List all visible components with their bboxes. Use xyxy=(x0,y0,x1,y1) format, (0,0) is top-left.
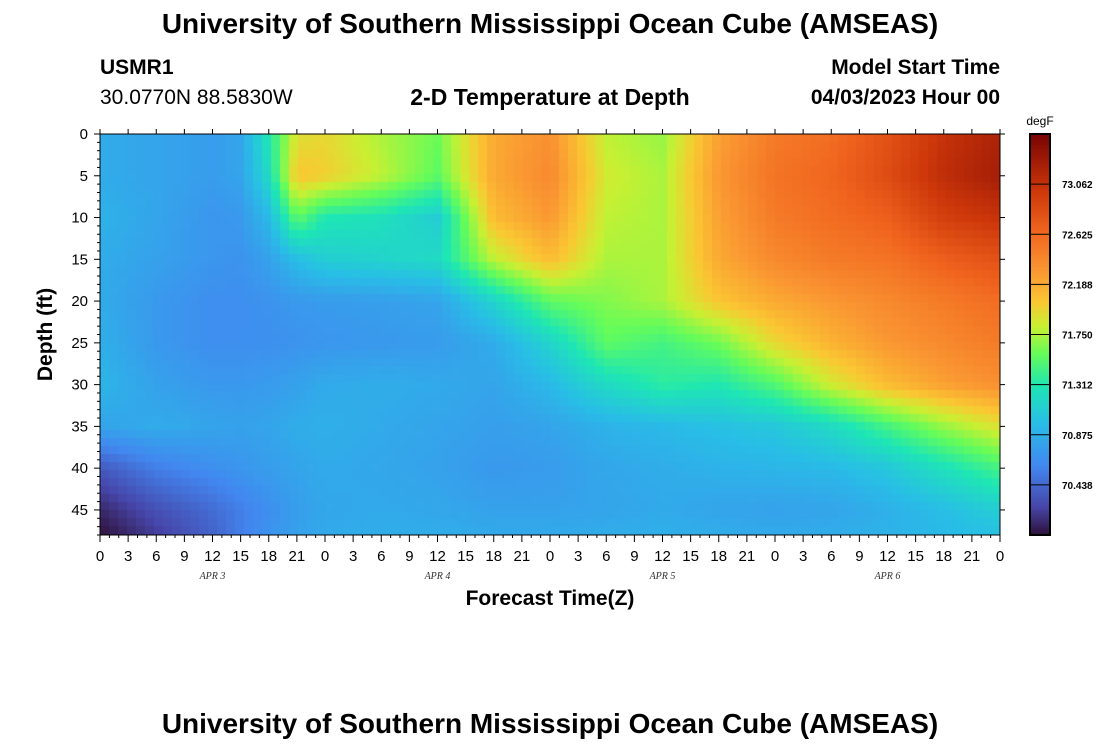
colorbar-tick-label: 70.438 xyxy=(1062,481,1093,492)
x-tick-label: 21 xyxy=(739,548,756,565)
x-tick-label: 0 xyxy=(996,548,1004,565)
x-tick-label: 6 xyxy=(152,548,160,565)
colorbar-unit: degF xyxy=(1026,114,1053,128)
x-tick-label: 9 xyxy=(180,548,188,565)
x-axis-title: Forecast Time(Z) xyxy=(466,587,635,610)
x-tick-label: 12 xyxy=(879,548,896,565)
y-tick-label: 20 xyxy=(71,293,88,310)
temperature-heatmap xyxy=(100,134,1000,535)
y-axis-title: Depth (ft) xyxy=(34,288,57,381)
x-tick-label: 18 xyxy=(710,548,727,565)
y-tick-label: 15 xyxy=(71,251,88,268)
x-tick-label: 15 xyxy=(682,548,699,565)
plot-frame xyxy=(99,133,1001,536)
x-tick-label: 0 xyxy=(771,548,779,565)
x-tick-label: 0 xyxy=(546,548,554,565)
y-tick-label: 30 xyxy=(71,377,88,394)
x-tick-label: 15 xyxy=(232,548,249,565)
colorbar-tick-label: 72.625 xyxy=(1062,230,1093,241)
x-tick-label: 3 xyxy=(799,548,807,565)
day-label: APR 4 xyxy=(424,571,451,582)
colorbar-tick-label: 72.188 xyxy=(1062,280,1093,291)
x-tick-label: 21 xyxy=(289,548,306,565)
x-tick-label: 12 xyxy=(204,548,221,565)
x-tick-label: 9 xyxy=(405,548,413,565)
x-tick-label: 6 xyxy=(827,548,835,565)
y-tick-label: 45 xyxy=(71,502,88,519)
y-tick-label: 40 xyxy=(71,460,88,477)
colorbar-tick-label: 71.312 xyxy=(1062,381,1093,392)
x-tick-label: 18 xyxy=(485,548,502,565)
x-tick-label: 3 xyxy=(574,548,582,565)
y-tick-label: 5 xyxy=(80,168,88,185)
x-tick-label: 12 xyxy=(429,548,446,565)
colorbar-tick-label: 71.750 xyxy=(1062,331,1093,342)
chart-title: University of Southern Mississippi Ocean… xyxy=(161,8,939,39)
y-tick-label: 0 xyxy=(80,126,88,143)
y-tick-label: 25 xyxy=(71,335,88,352)
x-tick-label: 6 xyxy=(377,548,385,565)
chart-subtitle: 2-D Temperature at Depth xyxy=(410,84,690,110)
x-tick-label: 6 xyxy=(602,548,610,565)
station-coordinates: 30.0770N 88.5830W xyxy=(100,86,293,109)
x-tick-label: 21 xyxy=(964,548,981,565)
colorbar-tick-label: 70.875 xyxy=(1062,431,1093,442)
colorbar-tick-label: 73.062 xyxy=(1062,180,1093,191)
x-tick-label: 15 xyxy=(907,548,924,565)
day-label: APR 5 xyxy=(649,571,676,582)
model-start-value: 04/03/2023 Hour 00 xyxy=(810,86,1000,109)
x-tick-label: 18 xyxy=(260,548,277,565)
x-tick-label: 18 xyxy=(935,548,952,565)
model-start-label: Model Start Time xyxy=(831,56,1000,79)
x-tick-label: 21 xyxy=(514,548,531,565)
x-tick-label: 0 xyxy=(96,548,104,565)
y-tick-label: 35 xyxy=(71,418,88,435)
station-id: USMR1 xyxy=(100,56,174,79)
day-label: APR 3 xyxy=(199,571,226,582)
x-tick-label: 9 xyxy=(855,548,863,565)
x-tick-label: 3 xyxy=(349,548,357,565)
x-tick-label: 12 xyxy=(654,548,671,565)
day-label: APR 6 xyxy=(874,571,901,582)
x-tick-label: 15 xyxy=(457,548,474,565)
x-tick-label: 0 xyxy=(321,548,329,565)
y-tick-label: 10 xyxy=(71,210,88,227)
x-tick-label: 9 xyxy=(630,548,638,565)
footer-title: University of Southern Mississippi Ocean… xyxy=(161,708,939,739)
x-tick-label: 3 xyxy=(124,548,132,565)
